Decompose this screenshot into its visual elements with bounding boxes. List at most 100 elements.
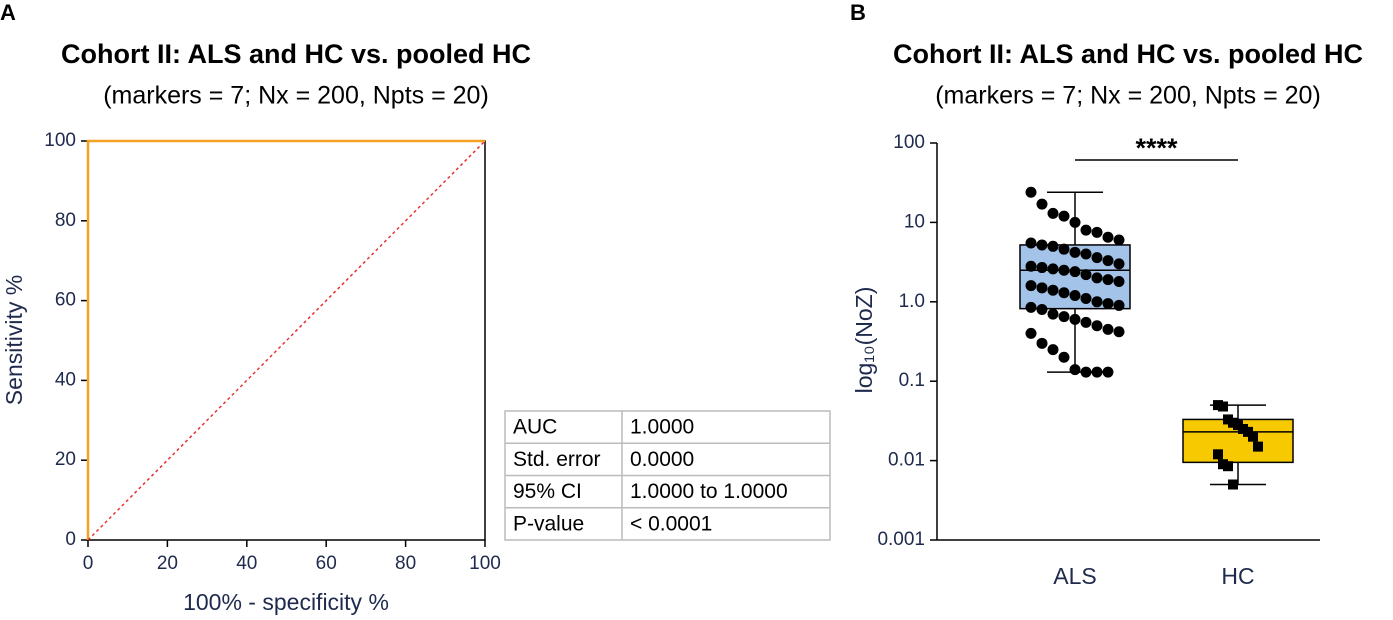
x-tick-label: 100 <box>469 553 501 574</box>
data-point <box>1025 186 1037 198</box>
data-point <box>1102 274 1114 286</box>
y-tick-label: 60 <box>55 290 76 311</box>
data-point <box>1113 326 1125 338</box>
data-point <box>1069 266 1081 278</box>
data-point <box>1047 344 1059 356</box>
data-point <box>1058 351 1070 363</box>
data-point <box>1047 240 1059 252</box>
chart-title: Cohort II: ALS and HC vs. pooled HC <box>61 39 531 69</box>
y-tick-label: 100 <box>893 132 925 153</box>
data-point <box>1091 296 1103 308</box>
data-point <box>1102 366 1114 378</box>
data-point <box>1253 441 1263 452</box>
x-axis-label: 100% - specificity % <box>183 589 389 615</box>
data-point <box>1047 207 1059 219</box>
data-point <box>1218 401 1228 412</box>
data-point <box>1223 461 1233 472</box>
data-point <box>1036 282 1048 294</box>
data-point <box>1025 237 1037 249</box>
data-point <box>1080 248 1092 260</box>
panel-label: A <box>0 0 16 25</box>
table-cell: AUC <box>513 416 557 439</box>
data-point <box>1058 210 1070 222</box>
significance-label: **** <box>1135 133 1178 163</box>
table-cell: 1.0000 to 1.0000 <box>630 480 788 503</box>
data-point <box>1025 301 1037 313</box>
roc-line <box>87 140 486 541</box>
data-point <box>1047 263 1059 275</box>
data-point <box>1091 226 1103 238</box>
y-tick-label: 20 <box>55 449 76 470</box>
y-axis-label: Sensitivity % <box>1 275 27 405</box>
y-tick-label: 0.01 <box>888 450 925 471</box>
data-point <box>1058 243 1070 255</box>
data-point <box>1091 320 1103 332</box>
data-point <box>1069 290 1081 302</box>
table-cell: 1.0000 <box>630 416 694 439</box>
data-point <box>1080 293 1092 305</box>
data-point <box>1102 298 1114 310</box>
data-point <box>1102 323 1114 335</box>
chart-subtitle: (markers = 7; Nx = 200, Npts = 20) <box>103 82 489 110</box>
data-point <box>1080 316 1092 328</box>
data-point <box>1025 280 1037 292</box>
data-point <box>1047 308 1059 320</box>
data-point <box>1228 479 1238 490</box>
x-tick-label: 40 <box>236 553 257 574</box>
data-point <box>1025 260 1037 272</box>
table-cell: < 0.0001 <box>630 512 712 535</box>
data-point <box>1069 216 1081 228</box>
y-tick-label: 0.001 <box>877 529 925 550</box>
data-point <box>1113 258 1125 270</box>
table-cell: P-value <box>513 512 584 535</box>
y-tick-label: 1.0 <box>899 291 925 312</box>
data-point <box>1025 327 1037 339</box>
data-point <box>1080 269 1092 281</box>
data-point <box>1091 252 1103 264</box>
x-tick-label: 60 <box>316 553 337 574</box>
data-point <box>1058 287 1070 299</box>
x-tick-label: ALS <box>1053 563 1096 589</box>
data-point <box>1102 231 1114 243</box>
data-point <box>1036 303 1048 315</box>
y-tick-label: 40 <box>55 369 76 390</box>
roc-line <box>86 139 485 540</box>
data-point <box>1091 272 1103 284</box>
data-point <box>1248 431 1258 442</box>
data-point <box>1036 262 1048 274</box>
y-tick-label: 0.1 <box>899 370 925 391</box>
x-tick-label: 20 <box>157 553 178 574</box>
data-point <box>1213 449 1223 460</box>
x-tick-label: 80 <box>395 553 416 574</box>
x-tick-label: 0 <box>83 553 94 574</box>
y-tick-label: 80 <box>55 210 76 231</box>
data-point <box>1080 366 1092 378</box>
table-cell: Std. error <box>513 448 601 471</box>
y-tick-label: 10 <box>904 211 925 232</box>
data-point <box>1113 234 1125 246</box>
table-cell: 95% CI <box>513 480 582 503</box>
table-cell: 0.0000 <box>630 448 694 471</box>
data-point <box>1080 224 1092 236</box>
data-point <box>1047 284 1059 296</box>
data-point <box>1102 255 1114 267</box>
data-point <box>1113 276 1125 288</box>
data-point <box>1069 364 1081 376</box>
chart-subtitle: (markers = 7; Nx = 200, Npts = 20) <box>935 82 1321 110</box>
chart-title: Cohort II: ALS and HC vs. pooled HC <box>893 39 1363 69</box>
y-tick-label: 100 <box>44 130 76 151</box>
data-point <box>1058 311 1070 323</box>
y-tick-label: 0 <box>65 529 76 550</box>
data-point <box>1036 239 1048 251</box>
y-axis-label: log₁₀(NoZ) <box>851 287 877 394</box>
data-point <box>1091 366 1103 378</box>
data-point <box>1069 313 1081 325</box>
data-point <box>1036 198 1048 210</box>
panel-label: B <box>850 0 866 25</box>
data-point <box>1069 246 1081 258</box>
data-point <box>1036 337 1048 349</box>
data-point <box>1058 264 1070 276</box>
data-point <box>1113 299 1125 311</box>
